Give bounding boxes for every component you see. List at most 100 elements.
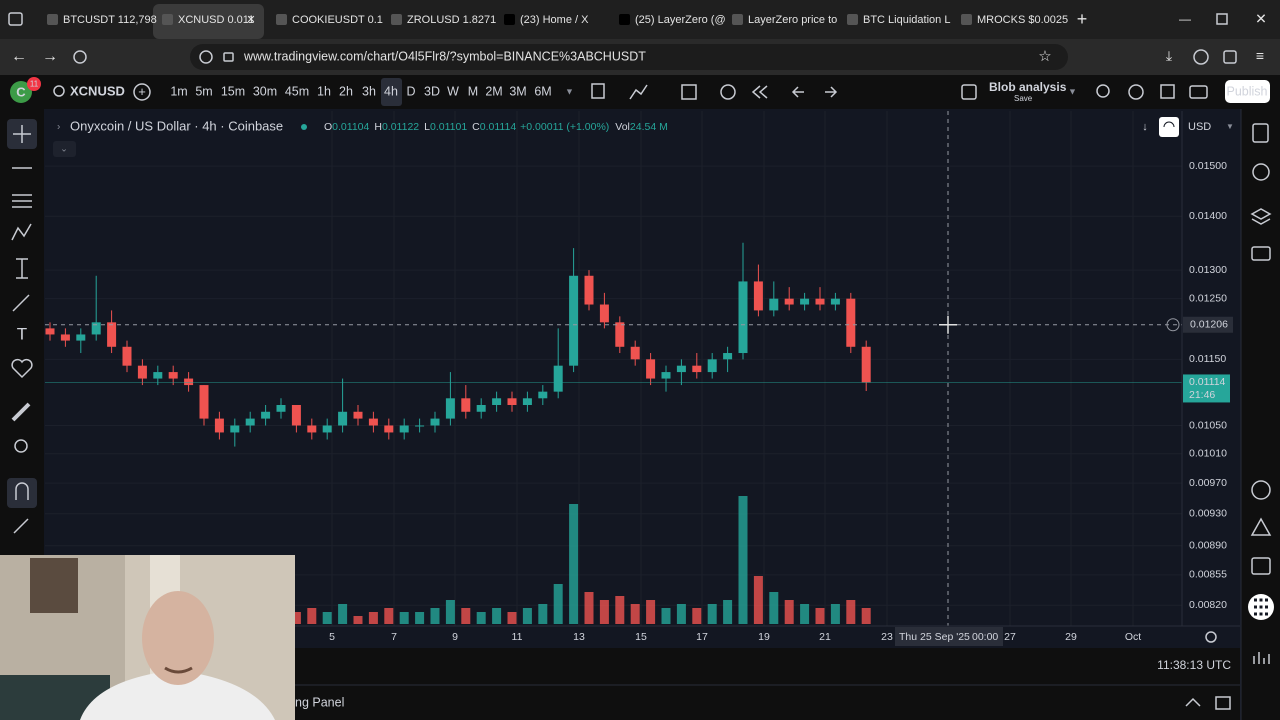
tab-title[interactable]: COOKIEUSDT 0.1: [292, 14, 383, 26]
panel-maximize[interactable]: [1215, 696, 1231, 710]
compare-button[interactable]: [133, 83, 151, 101]
maximize-button[interactable]: [1216, 13, 1228, 25]
interval-button[interactable]: 4h: [384, 84, 398, 98]
layout-name[interactable]: Blob analysis: [989, 80, 1067, 94]
ideas-button[interactable]: [1251, 480, 1271, 500]
tab-title[interactable]: BTC Liquidation L: [863, 14, 950, 26]
menu-button[interactable]: ≡: [1256, 48, 1264, 64]
chart-type-button[interactable]: [591, 83, 605, 99]
legend-toggle[interactable]: [53, 141, 76, 157]
interval-button[interactable]: 5m: [195, 84, 212, 98]
legend-collapse[interactable]: ›: [57, 122, 60, 133]
tab-menu-icon[interactable]: [8, 12, 23, 26]
interval-button[interactable]: 2M: [485, 84, 502, 98]
auto-scale-button[interactable]: [1159, 117, 1179, 137]
lock-drawings-tool[interactable]: [13, 518, 29, 534]
vpn-icon[interactable]: [1193, 49, 1209, 65]
magnet-tool[interactable]: [15, 482, 29, 500]
avatar[interactable]: [10, 81, 32, 103]
currency-label[interactable]: USD: [1188, 121, 1211, 133]
interval-button[interactable]: M: [468, 84, 478, 98]
downloads-button[interactable]: ⤓: [1166, 48, 1172, 64]
tab-close[interactable]: ✕: [246, 14, 255, 26]
help-button[interactable]: [1253, 652, 1270, 664]
crosshair-tool[interactable]: [13, 125, 31, 143]
replay-button[interactable]: [751, 85, 768, 99]
interval-button[interactable]: 30m: [253, 84, 277, 98]
fib-tool[interactable]: [12, 194, 32, 208]
close-button[interactable]: ✕: [1255, 11, 1267, 27]
bookmark-star[interactable]: ☆: [1038, 48, 1051, 65]
chart-pane[interactable]: [45, 111, 1182, 626]
brush-tool[interactable]: [12, 294, 30, 312]
interval-button[interactable]: 15m: [221, 84, 245, 98]
right-sidebar: [1241, 109, 1280, 720]
layouts-button[interactable]: [681, 84, 697, 100]
alert-button[interactable]: [720, 84, 736, 100]
interval-button[interactable]: W: [447, 84, 459, 98]
layout-dropdown[interactable]: ▼: [1068, 86, 1077, 96]
interval-button[interactable]: 1h: [317, 84, 331, 98]
interval-button[interactable]: 45m: [285, 84, 309, 98]
settings-button[interactable]: [1128, 84, 1144, 100]
extensions-icon[interactable]: [1223, 50, 1237, 64]
tab-title[interactable]: MROCKS $0.0025: [977, 14, 1068, 26]
forward-button[interactable]: →: [42, 48, 58, 65]
candle-body: [291, 404, 301, 426]
reload-button[interactable]: [73, 50, 87, 64]
interval-button[interactable]: 3M: [509, 84, 526, 98]
panel-expand[interactable]: [1185, 697, 1201, 707]
tab-title[interactable]: (25) LayerZero (@: [635, 14, 726, 26]
symbol-search[interactable]: XCNUSD: [70, 83, 125, 98]
calendar-button[interactable]: [1251, 557, 1271, 575]
clock[interactable]: 11:38:13 UTC: [1157, 658, 1231, 672]
new-tab-button[interactable]: +: [1077, 9, 1088, 29]
site-info-icon[interactable]: [199, 50, 213, 64]
indicators-button[interactable]: [629, 84, 648, 100]
add-alert-button[interactable]: [1166, 318, 1180, 332]
search-icon[interactable]: [53, 85, 65, 97]
back-button[interactable]: ←: [11, 48, 27, 65]
time-axis-settings[interactable]: [1205, 631, 1217, 643]
snapshot-button[interactable]: [1189, 85, 1208, 99]
url-field[interactable]: [190, 44, 1068, 70]
zoom-tool[interactable]: [14, 439, 28, 453]
interval-button[interactable]: 2h: [339, 84, 353, 98]
interval-dropdown[interactable]: ▼: [565, 86, 574, 96]
watchlist-button[interactable]: [1252, 123, 1269, 143]
redo-button[interactable]: [825, 86, 838, 98]
bottom-panel-tab[interactable]: ng Panel: [295, 695, 344, 709]
scroll-down-button[interactable]: ↓: [1142, 121, 1148, 133]
tab-title[interactable]: XCNUSD 0.011: [178, 14, 254, 26]
interval-button[interactable]: 3D: [424, 84, 440, 98]
quick-search-button[interactable]: [1096, 84, 1110, 98]
pattern-tool[interactable]: [11, 223, 32, 241]
url-text: www.tradingview.com/chart/O4l5Flr8/?symb…: [243, 49, 646, 63]
layout-checkbox[interactable]: [961, 84, 977, 100]
ohlc-key: H: [374, 121, 382, 133]
undo-button[interactable]: [791, 86, 804, 98]
alerts-button[interactable]: [1252, 163, 1270, 181]
tab-title[interactable]: (23) Home / X: [520, 14, 589, 26]
currency-dropdown[interactable]: ▼: [1226, 122, 1234, 131]
interval-button[interactable]: 1m: [170, 84, 187, 98]
pine-button[interactable]: [1250, 517, 1272, 536]
tab-title[interactable]: BTCUSDT 112,798: [63, 14, 157, 26]
minimize-button[interactable]: —: [1179, 12, 1191, 26]
candle-body: [322, 425, 332, 433]
tab-title[interactable]: ZROLUSD 1.8271: [407, 14, 496, 26]
favorites-tool[interactable]: [11, 358, 33, 379]
text-tool[interactable]: T: [17, 324, 27, 343]
object-tree-button[interactable]: [1250, 208, 1272, 225]
interval-button[interactable]: D: [406, 84, 415, 98]
candle-body: [261, 411, 271, 419]
publish-button[interactable]: [1225, 80, 1270, 103]
save-label[interactable]: Save: [1014, 94, 1033, 103]
fullscreen-button[interactable]: [1160, 84, 1175, 99]
tab-title[interactable]: LayerZero price to: [748, 14, 837, 26]
interval-button[interactable]: 6M: [534, 84, 551, 98]
chats-button[interactable]: [1251, 246, 1271, 261]
measure-tool[interactable]: [11, 402, 31, 422]
projection-tool[interactable]: [16, 258, 28, 279]
interval-button[interactable]: 3h: [362, 84, 376, 98]
